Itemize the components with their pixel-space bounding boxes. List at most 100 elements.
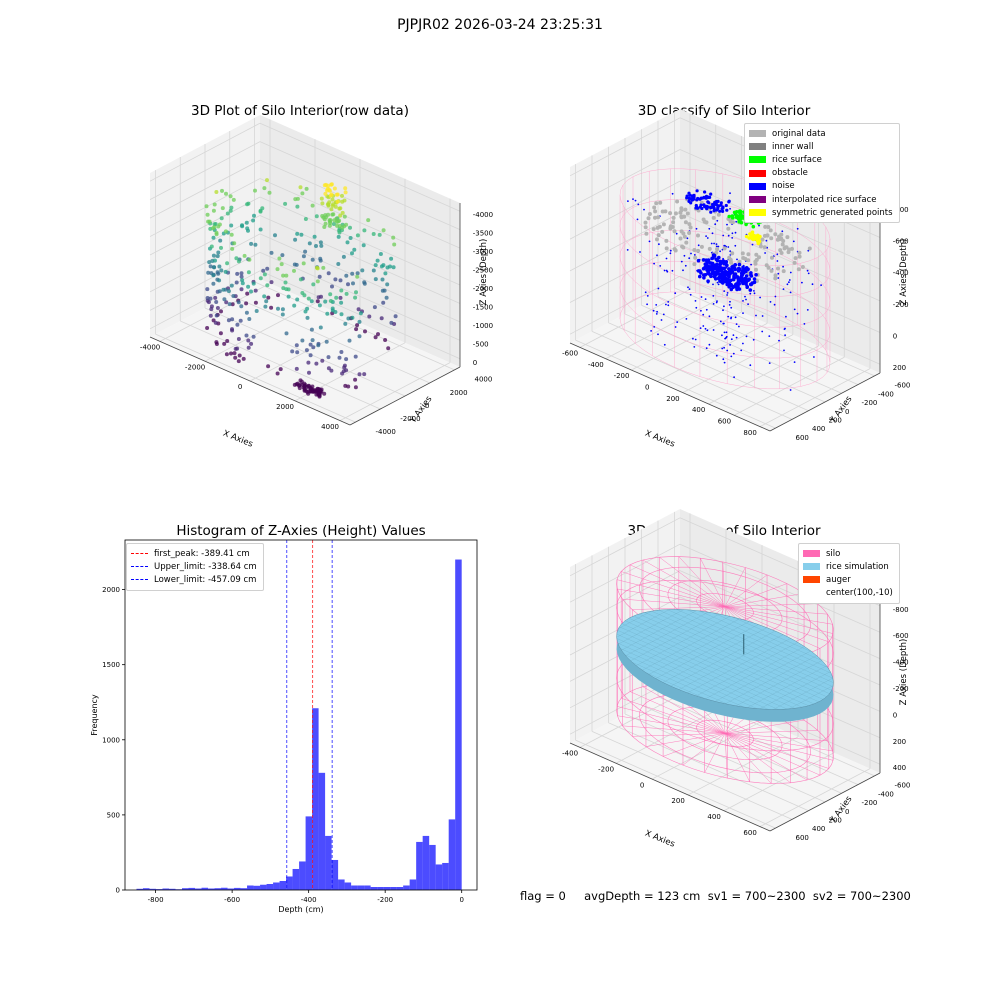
rice-surface-point xyxy=(731,216,735,220)
mesh-line xyxy=(617,630,796,709)
data-point xyxy=(228,208,233,213)
noise-point xyxy=(693,254,696,256)
data-point xyxy=(314,361,319,366)
noise-point xyxy=(807,249,810,252)
histogram-bar xyxy=(149,888,156,890)
original-point xyxy=(760,237,765,242)
original-point xyxy=(770,255,774,260)
noise-point xyxy=(738,325,740,328)
noise-point xyxy=(820,284,822,286)
original-point xyxy=(660,209,665,214)
original-point xyxy=(785,235,790,240)
symmetric-point xyxy=(750,234,755,238)
noise-point xyxy=(748,282,753,287)
data-point xyxy=(343,186,348,191)
noise-point xyxy=(745,335,748,338)
z-tick-label: -200 xyxy=(893,685,909,693)
noise-point xyxy=(807,272,810,275)
noise-point xyxy=(734,244,737,247)
noise-point xyxy=(707,271,711,276)
mesh-line xyxy=(788,685,834,710)
data-point xyxy=(219,245,223,250)
data-point xyxy=(319,196,324,201)
data-point xyxy=(323,221,328,226)
mesh-line xyxy=(696,642,798,697)
x-tick-label: -200 xyxy=(598,765,614,773)
histogram-title: Histogram of Z-Axies (Height) Values xyxy=(176,523,426,539)
noise-point xyxy=(708,343,711,346)
data-point xyxy=(389,320,394,325)
original-point xyxy=(643,225,648,230)
data-point xyxy=(216,271,221,276)
data-point xyxy=(311,282,316,287)
noise-point xyxy=(657,333,659,336)
data-point xyxy=(235,346,240,351)
data-point xyxy=(338,213,343,218)
data-point xyxy=(381,300,386,305)
noise-point xyxy=(715,245,718,248)
original-point xyxy=(687,231,692,235)
noise-point xyxy=(704,265,709,270)
data-point xyxy=(225,261,230,266)
mesh-line xyxy=(687,609,832,674)
y-axis-label: Y Axies xyxy=(408,394,435,426)
noise-point xyxy=(801,281,803,284)
y-tick-label: -2000 xyxy=(400,415,420,423)
original-point xyxy=(654,201,659,206)
data-point xyxy=(309,327,314,332)
histogram-bar xyxy=(273,882,280,890)
noise-point xyxy=(688,257,691,260)
noise-point xyxy=(692,195,696,199)
data-point xyxy=(353,385,358,390)
y-tick-label: 200 xyxy=(829,417,842,425)
histogram-bar xyxy=(240,888,248,890)
original-point xyxy=(672,229,677,234)
noise-point xyxy=(783,349,785,352)
data-point xyxy=(306,296,311,301)
histogram-bar xyxy=(292,868,300,890)
noise-point xyxy=(751,243,754,246)
legend-entry: center(100,-10) xyxy=(803,587,893,600)
histogram-bar xyxy=(201,887,209,890)
data-point xyxy=(366,218,371,223)
rice-surface-point xyxy=(739,217,743,221)
data-point xyxy=(214,190,219,194)
data-point xyxy=(337,218,342,223)
noise-point xyxy=(715,354,718,357)
data-point xyxy=(327,223,332,228)
data-point xyxy=(306,384,311,389)
noise-point xyxy=(715,268,719,273)
noise-point xyxy=(687,199,691,203)
noise-point xyxy=(735,336,738,339)
data-point xyxy=(246,201,251,206)
figure-title: PJPJR02 2026-03-24 23:25:31 xyxy=(397,17,603,33)
data-point xyxy=(343,190,348,195)
silo-rib xyxy=(724,574,768,607)
mesh-line xyxy=(616,634,788,710)
original-point xyxy=(688,225,693,230)
silo-rib xyxy=(724,606,829,643)
noise-point xyxy=(713,242,715,245)
original-point xyxy=(765,233,770,238)
data-point xyxy=(219,309,223,314)
noise-point xyxy=(685,318,688,320)
histogram-bar xyxy=(162,888,169,890)
noise-point xyxy=(688,193,692,197)
noise-point xyxy=(748,288,753,292)
data-point xyxy=(240,223,244,228)
silo-rib xyxy=(724,733,728,779)
data-point xyxy=(292,382,297,387)
original-point xyxy=(692,248,697,252)
data-point xyxy=(244,220,249,225)
noise-point xyxy=(777,272,780,275)
data-point xyxy=(333,277,338,282)
noise-point xyxy=(655,304,658,306)
noise-point xyxy=(699,203,703,207)
data-point xyxy=(301,254,306,259)
data-point xyxy=(300,191,305,196)
noise-point xyxy=(706,205,710,209)
x-tick-label: -200 xyxy=(377,896,393,904)
noise-point xyxy=(747,303,749,306)
data-point xyxy=(336,234,341,239)
y-axis-line xyxy=(349,366,461,426)
